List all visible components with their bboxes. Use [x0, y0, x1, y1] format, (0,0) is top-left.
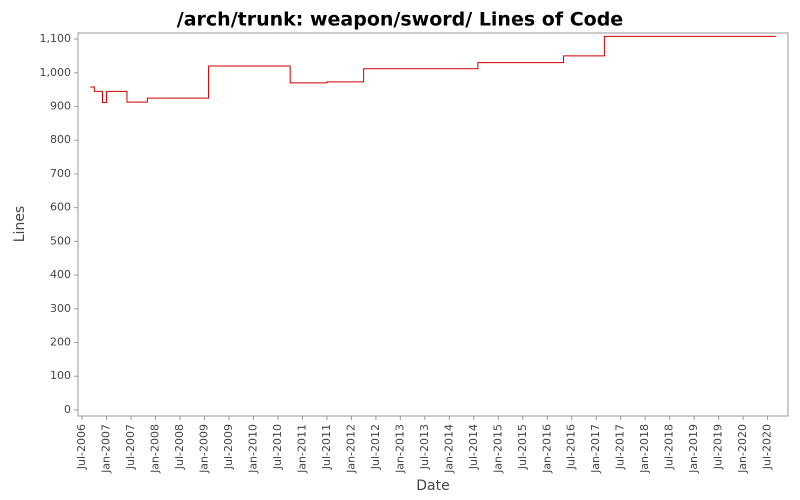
y-tick-label: 800: [50, 133, 71, 146]
y-tick-label: 900: [50, 99, 71, 112]
x-tick-label: Jul-2018: [663, 424, 676, 470]
chart-title: /arch/trunk: weapon/sword/ Lines of Code: [177, 9, 623, 31]
y-tick-label: 100: [50, 369, 71, 382]
x-tick-label: Jan-2017: [589, 424, 602, 474]
x-tick-label: Jul-2017: [614, 424, 627, 470]
x-tick-label: Jan-2012: [344, 424, 357, 474]
x-tick-label: Jan-2018: [638, 424, 651, 474]
x-tick-label: Jul-2008: [173, 424, 186, 470]
y-axis-label: Lines: [12, 206, 28, 242]
y-tick-label: 700: [50, 167, 71, 180]
x-tick-label: Jul-2009: [222, 424, 235, 470]
x-tick-label: Jul-2011: [320, 424, 333, 470]
x-axis-label: Date: [416, 478, 449, 494]
x-tick-label: Jul-2007: [124, 424, 137, 470]
plot-frame: [77, 32, 789, 417]
x-tick-label: Jul-2015: [516, 424, 529, 470]
x-tick-label: Jan-2011: [295, 424, 308, 474]
x-tick-label: Jan-2019: [687, 424, 700, 474]
x-tick-label: Jan-2016: [540, 424, 553, 474]
y-tick-label: 0: [64, 403, 71, 416]
y-tick-label: 1,000: [40, 66, 72, 79]
x-tick-label: Jul-2012: [369, 424, 382, 470]
x-tick-label: Jul-2006: [75, 424, 88, 470]
x-tick-label: Jan-2014: [442, 424, 455, 474]
x-tick-label: Jan-2007: [100, 424, 113, 474]
x-tick-label: Jul-2019: [712, 424, 725, 470]
y-tick-label: 500: [50, 234, 71, 247]
x-tick-label: Jan-2010: [246, 424, 259, 474]
x-tick-label: Jul-2014: [467, 424, 480, 470]
x-tick-label: Jul-2020: [761, 424, 774, 470]
y-tick-label: 200: [50, 336, 71, 349]
x-tick-label: Jan-2013: [393, 424, 406, 474]
y-tick-label: 300: [50, 302, 71, 315]
y-tick-label: 1,100: [40, 32, 72, 45]
y-tick-label: 600: [50, 201, 71, 214]
x-tick-label: Jul-2013: [418, 424, 431, 470]
x-tick-label: Jan-2015: [491, 424, 504, 474]
x-tick-label: Jan-2020: [736, 424, 749, 474]
x-tick-label: Jul-2010: [271, 424, 284, 470]
step-line: [90, 35, 776, 103]
x-tick-label: Jan-2008: [149, 424, 162, 474]
x-tick-label: Jan-2009: [197, 424, 210, 474]
x-tick-label: Jul-2016: [565, 424, 578, 470]
y-tick-label: 400: [50, 268, 71, 281]
